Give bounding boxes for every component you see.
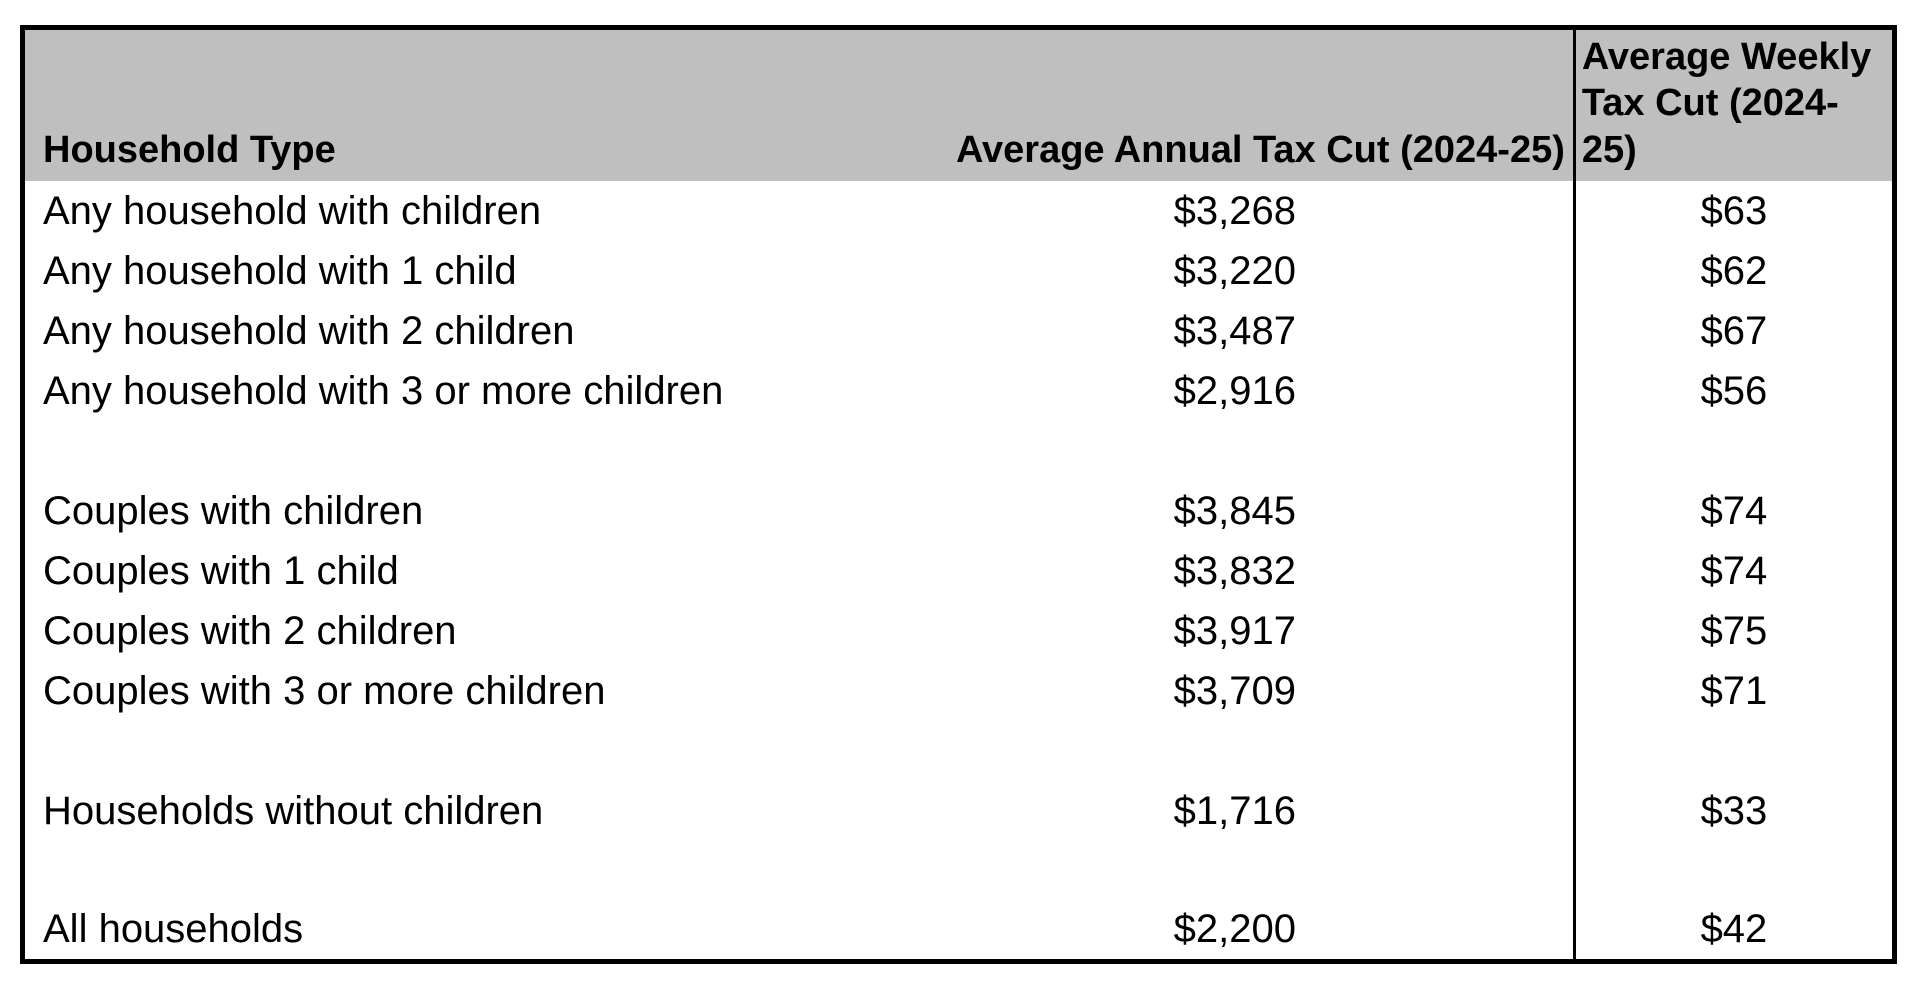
weekly-tax-cut-cell: $62 [1572,241,1895,302]
household-type-cell: Couples with 2 children [43,608,457,653]
household-type-cell: Any household with 3 or more children [43,368,724,413]
spacer-row [23,721,1895,782]
spacer-cell [23,421,897,481]
spacer-cell [897,841,1575,901]
household-type-cell: Any household with 1 child [43,248,517,293]
header-row: Household Type Average Annual Tax Cut (2… [22,27,1895,182]
weekly-tax-cut-cell: $74 [1572,541,1895,602]
table-row: Any household with children $3,268 $63 [23,181,1895,242]
weekly-tax-cut-cell: $42 [1572,901,1895,962]
household-type-cell: Households without children [43,788,544,833]
annual-tax-cut-cell: $1,716 [1173,788,1296,833]
table-row: Households without children $1,716 $33 [23,781,1895,842]
annual-tax-cut-cell: $3,268 [1173,188,1296,233]
tax-cut-table: Household Type Average Annual Tax Cut (2… [20,25,1897,964]
spacer-row [23,841,1895,902]
spacer-cell [23,721,897,781]
weekly-tax-cut-cell: $71 [1572,661,1895,722]
household-type-cell: Any household with children [43,188,542,233]
weekly-tax-cut-cell: $33 [1572,781,1895,842]
table-row: Couples with 2 children $3,917 $75 [23,601,1895,662]
annual-tax-cut-cell: $3,487 [1173,308,1296,353]
spacer-cell [897,721,1575,781]
weekly-tax-cut-cell: $67 [1572,301,1895,362]
col-header-household-type: Household Type [22,27,897,182]
annual-tax-cut-cell: $3,709 [1173,668,1296,713]
household-type-cell: Couples with 3 or more children [43,668,606,713]
spacer-cell [1572,841,1895,902]
household-type-cell: Any household with 2 children [43,308,575,353]
spacer-cell [1572,721,1895,782]
col-header-annual-tax-cut: Average Annual Tax Cut (2024-25) [896,27,1575,182]
annual-tax-cut-cell: $2,200 [1173,907,1296,952]
annual-tax-cut-cell: $3,832 [1173,548,1296,593]
col-header-weekly-tax-cut: Average Weekly Tax Cut (2024-25) [1572,27,1895,182]
annual-tax-cut-cell: $3,220 [1173,248,1296,293]
household-type-cell: Couples with 1 child [43,548,399,593]
annual-tax-cut-cell: $2,916 [1173,368,1296,413]
weekly-tax-cut-cell: $56 [1572,361,1895,422]
annual-tax-cut-cell: $3,845 [1173,488,1296,533]
table-row: Couples with 3 or more children $3,709 $71 [23,661,1895,722]
table-row: Any household with 1 child $3,220 $62 [23,241,1895,302]
table-row: Couples with 1 child $3,832 $74 [23,541,1895,602]
table-row: All households $2,200 $42 [23,901,1895,962]
table-row: Couples with children $3,845 $74 [23,481,1895,542]
household-type-cell: All households [43,907,304,952]
weekly-tax-cut-cell: $74 [1572,481,1895,542]
annual-tax-cut-cell: $3,917 [1173,608,1296,653]
spacer-row [23,421,1895,482]
table-body: Any household with children $3,268 $63 Any … [23,181,1895,962]
spacer-cell [897,421,1575,481]
household-type-cell: Couples with children [43,488,424,533]
tax-cut-table-container: Household Type Average Annual Tax Cut (2… [20,25,1897,964]
table-row: Any household with 3 or more children $2,… [23,361,1895,422]
table-row: Any household with 2 children $3,487 $67 [23,301,1895,362]
weekly-tax-cut-cell: $63 [1572,181,1895,242]
weekly-tax-cut-cell: $75 [1572,601,1895,662]
spacer-cell [23,841,897,901]
spacer-cell [1572,421,1895,482]
